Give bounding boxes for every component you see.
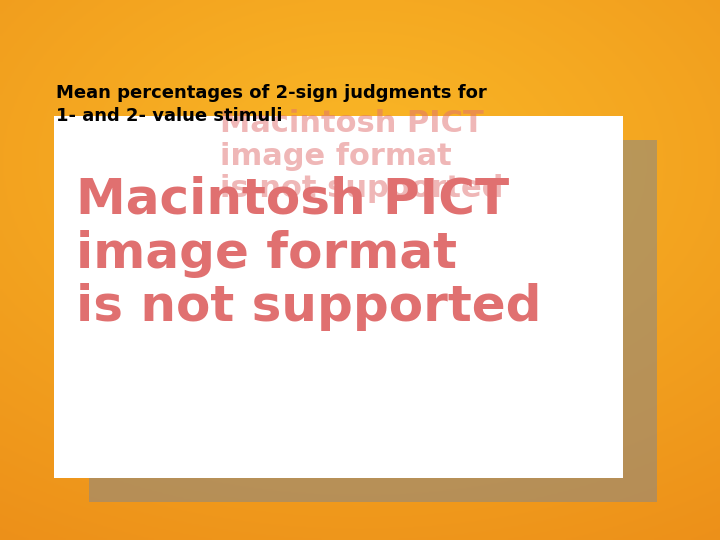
Bar bbox=[54, 116, 623, 478]
Text: Macintosh PICT
image format
is not supported: Macintosh PICT image format is not suppo… bbox=[220, 110, 503, 204]
Text: Macintosh PICT
image format
is not supported: Macintosh PICT image format is not suppo… bbox=[76, 176, 541, 331]
Bar bbox=[89, 140, 657, 502]
Text: Mean percentages of 2-sign judgments for
1- and 2- value stimuli: Mean percentages of 2-sign judgments for… bbox=[56, 84, 487, 125]
